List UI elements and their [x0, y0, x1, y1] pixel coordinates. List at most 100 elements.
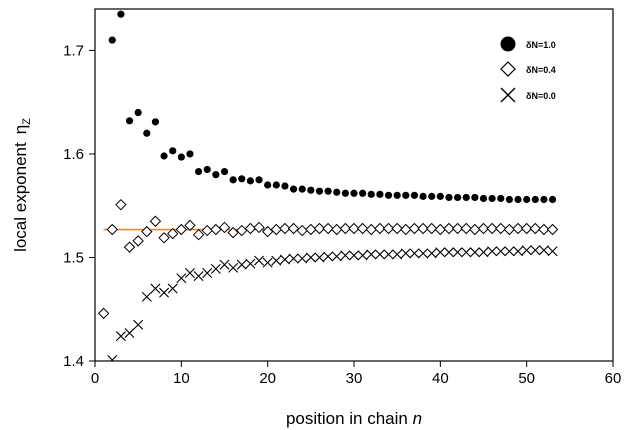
data-point [471, 193, 479, 202]
data-point [315, 187, 324, 195]
data-point [245, 258, 256, 269]
data-point [262, 257, 273, 268]
data-point [314, 252, 325, 263]
data-point [253, 221, 265, 234]
data-point [255, 176, 263, 184]
y-tick-label: 1.4 [63, 353, 84, 370]
data-point [546, 223, 559, 236]
data-point [374, 222, 386, 235]
data-point [324, 187, 332, 195]
data-point [374, 249, 385, 260]
data-point [349, 250, 359, 261]
data-point [115, 331, 126, 342]
data-point [435, 247, 446, 258]
data-point [229, 176, 237, 184]
legend-label: δN=1.0 [526, 40, 556, 50]
data-point [279, 254, 290, 265]
data-point [366, 249, 377, 260]
data-point [520, 222, 533, 235]
data-point [279, 222, 291, 235]
data-point [426, 248, 437, 259]
data-point [254, 255, 265, 266]
data-point [443, 247, 454, 258]
data-point [331, 251, 342, 262]
x-tick-label: 10 [173, 370, 190, 387]
data-point [547, 246, 558, 257]
data-point [203, 165, 211, 174]
data-point [540, 195, 548, 204]
data-point [307, 186, 315, 194]
data-point [124, 328, 135, 339]
plot-frame [94, 8, 614, 362]
data-point [150, 283, 161, 294]
data-point [460, 222, 472, 235]
data-point [297, 253, 308, 264]
data-point [192, 228, 205, 241]
data-point [523, 195, 531, 204]
data-point [495, 246, 506, 257]
data-point [367, 190, 375, 198]
data-point [340, 250, 351, 261]
data-point [531, 195, 539, 204]
data-point [504, 246, 515, 257]
data-point [497, 194, 505, 203]
data-point [454, 193, 462, 202]
data-point [503, 223, 516, 236]
data-point [99, 377, 108, 386]
data-point [451, 222, 464, 235]
series-filled-circle [108, 10, 557, 204]
data-point [108, 36, 116, 44]
y-tick-label: 1.6 [63, 146, 84, 163]
data-point [169, 147, 177, 155]
data-point [384, 191, 393, 199]
data-point [331, 223, 343, 236]
data-point [228, 262, 239, 273]
data-point [244, 222, 257, 235]
data-point [288, 253, 299, 264]
x-tick-label: 40 [432, 370, 449, 387]
data-point [478, 247, 489, 258]
data-point [264, 181, 272, 189]
data-point [323, 251, 334, 262]
data-point [151, 118, 160, 126]
data-point [419, 192, 427, 200]
data-point [462, 193, 470, 202]
data-point [97, 307, 110, 320]
data-point [210, 223, 222, 236]
data-point [383, 249, 394, 260]
data-point [238, 175, 246, 183]
data-point [365, 223, 377, 236]
legend-marker-cross [500, 87, 516, 103]
data-point [160, 152, 168, 160]
data-point [123, 241, 136, 253]
data-point [287, 222, 300, 235]
data-point [132, 235, 144, 247]
data-point [246, 177, 254, 185]
data-point [281, 182, 289, 190]
data-point [270, 223, 283, 236]
data-point [296, 224, 308, 237]
data-point [313, 222, 326, 235]
data-point [141, 225, 153, 238]
data-point [409, 248, 420, 259]
data-point [408, 222, 421, 235]
data-point [106, 223, 118, 236]
data-point [184, 268, 195, 278]
data-point [141, 291, 152, 302]
data-point [107, 354, 118, 361]
data-point [521, 245, 532, 256]
data-point [382, 222, 395, 235]
data-point [512, 222, 524, 235]
data-point [488, 194, 496, 203]
series-cross [99, 245, 558, 386]
data-point [202, 268, 213, 278]
x-tick-label: 0 [91, 370, 99, 387]
data-point [391, 222, 403, 235]
data-point [333, 188, 341, 196]
data-point [115, 198, 127, 211]
data-point [538, 245, 549, 256]
data-point [479, 194, 488, 203]
data-point [134, 108, 142, 117]
data-point [175, 223, 188, 236]
